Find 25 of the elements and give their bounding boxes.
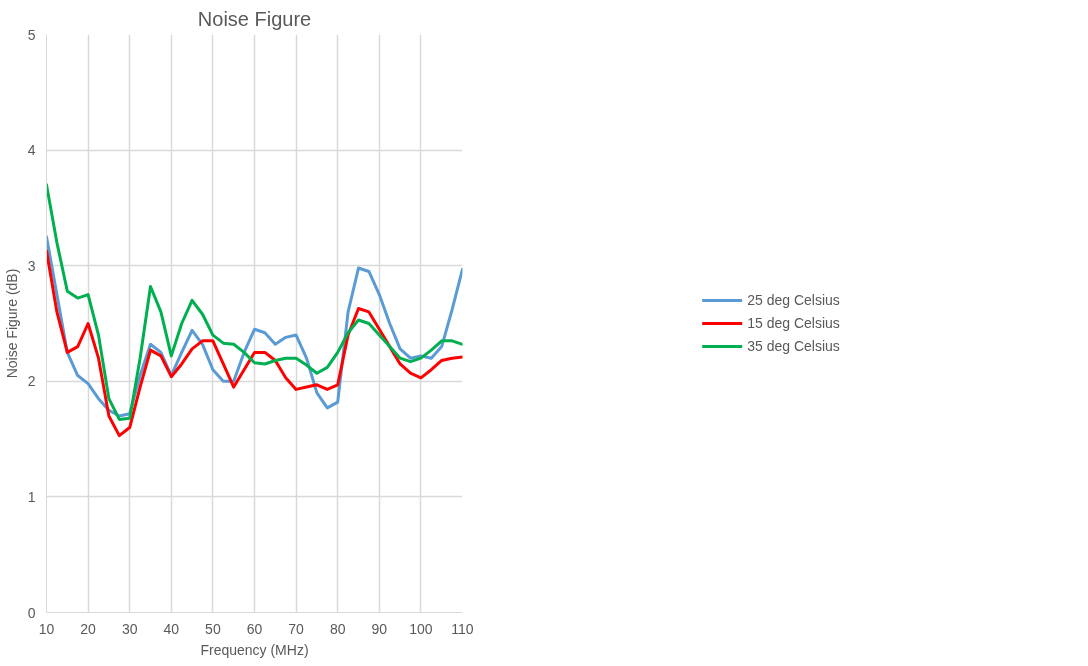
y-tick-label: 3: [27, 257, 36, 274]
y-tick-label: 1: [27, 488, 36, 505]
x-tick-label: 20: [80, 620, 97, 637]
legend-label: 35 deg Celsius: [747, 338, 840, 354]
x-tick-label: 70: [288, 620, 305, 637]
x-tick-label: 50: [205, 620, 221, 637]
legend-label: 25 deg Celsius: [747, 292, 840, 308]
y-tick-label: 4: [27, 142, 36, 159]
x-tick-label: 40: [163, 620, 180, 637]
y-tick-label: 2: [27, 373, 36, 390]
x-tick-label: 10: [38, 620, 55, 637]
x-tick-label: 60: [246, 620, 263, 637]
chart-title: Noise Figure: [197, 7, 312, 30]
y-axis-title: Noise Figure (dB): [3, 268, 20, 379]
x-axis-title: Frequency (MHz): [200, 641, 309, 658]
line-series: [46, 183, 463, 421]
x-tick-label: 90: [371, 620, 388, 637]
x-tick-label: 30: [121, 620, 138, 637]
x-tick-label: 80: [329, 620, 346, 637]
y-tick-label: 5: [27, 26, 36, 43]
line-series: [46, 249, 463, 438]
y-tick-label: 0: [27, 604, 36, 621]
legend-label: 15 deg Celsius: [747, 315, 840, 331]
x-tick-label: 100: [409, 620, 433, 637]
x-tick-label: 110: [451, 620, 474, 637]
